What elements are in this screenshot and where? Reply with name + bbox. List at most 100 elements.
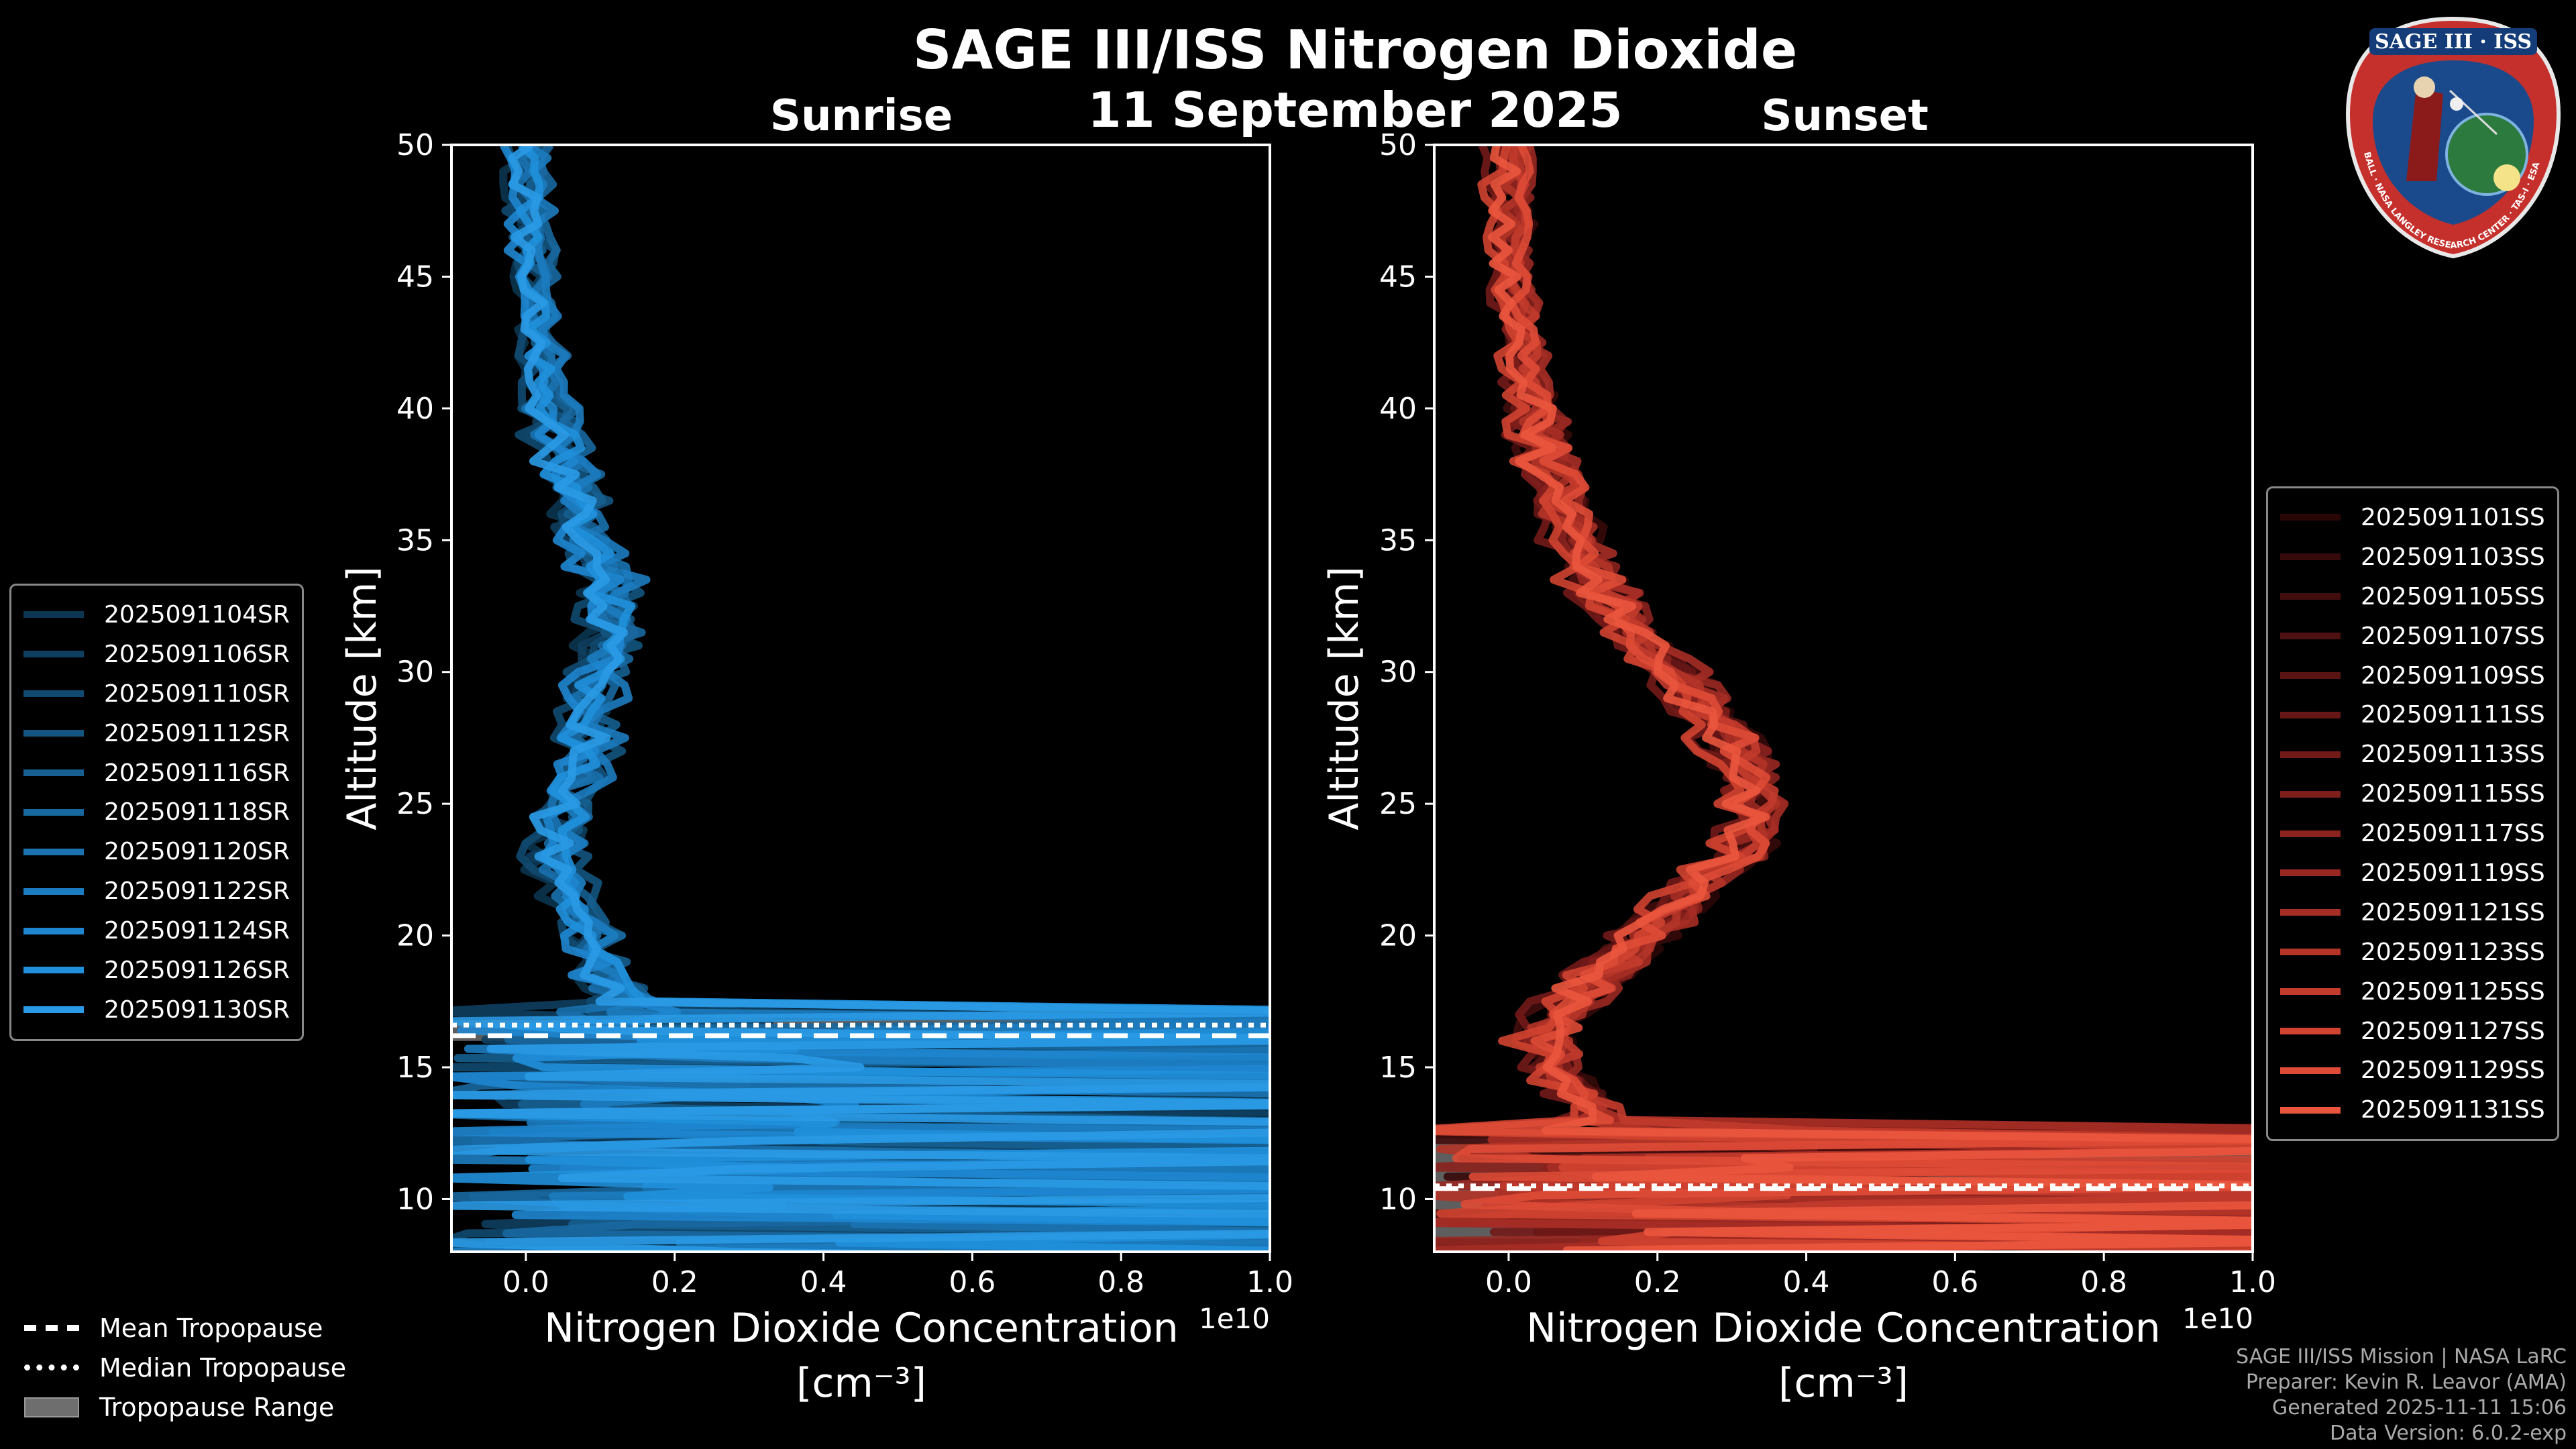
sunrise-y-tick-label: 50 <box>396 128 434 162</box>
sunset-plot: 0.0 0.2 0.4 0.6 0.8 1.0 10 15 20 25 30 35 40 45 50 <box>1379 128 2276 1299</box>
legend-tropopause-range: Tropopause Range <box>24 1387 346 1427</box>
legend-item-2025091112SR: 2025091112SR <box>23 714 290 753</box>
legend-swatch-icon <box>23 1006 84 1014</box>
sunrise-y-tick-label: 20 <box>396 919 434 953</box>
credits: SAGE III/ISS Mission | NASA LaRC Prepare… <box>2236 1344 2567 1446</box>
legend-label: 2025091104SR <box>104 600 290 629</box>
sunset-ylabel: Altitude [km] <box>1321 566 1368 830</box>
legend-item-2025091120SR: 2025091120SR <box>23 832 290 871</box>
legend-swatch-icon <box>23 967 84 974</box>
legend-swatch-icon <box>23 690 84 698</box>
logo-text: SAGE III · ISS <box>2375 30 2532 54</box>
sunset-y-tick-label: 45 <box>1379 260 1417 294</box>
sunrise-panel-title: Sunrise <box>769 91 953 141</box>
legend-swatch-icon <box>2280 633 2341 640</box>
legend-item-2025091104SR: 2025091104SR <box>23 595 290 635</box>
sunrise-y-tick-label: 40 <box>396 392 434 426</box>
sunset-y-tick-label: 15 <box>1379 1051 1417 1085</box>
sunrise-x-tick-label: 0.8 <box>1097 1265 1144 1299</box>
sunrise-y-tick-label: 35 <box>396 523 434 557</box>
sunrise-x-tick-label: 0.2 <box>651 1265 698 1299</box>
sunset-xlabel: Nitrogen Dioxide Concentration <box>1526 1305 2161 1352</box>
sunrise-legend: 2025091104SR 2025091106SR 2025091110SR 2025… <box>9 584 304 1041</box>
legend-label: 2025091129SS <box>2361 1057 2545 1085</box>
sunset-panel-title: Sunset <box>1761 91 1929 141</box>
sunset-y-tick-label: 40 <box>1379 392 1417 426</box>
legend-label: 2025091117SS <box>2361 820 2545 848</box>
legend-item-2025091105SS: 2025091105SS <box>2280 577 2545 616</box>
sunset-y-tick-label: 50 <box>1379 128 1417 162</box>
legend-label: 2025091106SR <box>104 640 290 668</box>
sunset-x-tick-label: 0.0 <box>1485 1265 1532 1299</box>
credit-version: Data Version: 6.0.2-exp <box>2329 1421 2567 1445</box>
sunset-y-tick-label: 20 <box>1379 919 1417 953</box>
series-line-2025091113SS <box>1478 145 2253 1252</box>
legend-item-2025091131SS: 2025091131SS <box>2280 1090 2545 1130</box>
legend-swatch-icon <box>2280 553 2341 561</box>
legend-item-2025091116SR: 2025091116SR <box>23 753 290 793</box>
legend-swatch-icon <box>2280 1106 2341 1114</box>
sunrise-y-tick-label: 15 <box>396 1051 434 1085</box>
sage-mission-logo: SAGE III · ISS BALL · NASA LANGLEY RESEA… <box>2345 16 2561 259</box>
legend-label: 2025091101SS <box>2361 503 2545 531</box>
legend-label: 2025091103SS <box>2361 543 2545 571</box>
legend-item-2025091123SS: 2025091123SS <box>2280 932 2545 972</box>
sunrise-y-tick-label: 30 <box>396 655 434 690</box>
legend-item-2025091130SR: 2025091130SR <box>23 990 290 1030</box>
legend-swatch-icon <box>23 848 84 855</box>
sunrise-x-offset: 1e10 <box>1199 1302 1270 1335</box>
legend-label: 2025091125SS <box>2361 977 2545 1006</box>
legend-label: 2025091113SS <box>2361 741 2545 769</box>
legend-swatch-icon <box>2280 1028 2341 1035</box>
legend-swatch-icon <box>23 611 84 619</box>
sunset-x-tick-label: 0.4 <box>1783 1265 1830 1299</box>
legend-swatch-icon <box>2280 751 2341 758</box>
sunrise-y-tick-label: 25 <box>396 787 434 821</box>
legend-label: 2025091118SR <box>104 798 290 826</box>
legend-swatch-icon <box>2280 988 2341 996</box>
sunrise-x-tick-label: 0.0 <box>502 1265 549 1299</box>
legend-item-2025091127SS: 2025091127SS <box>2280 1012 2545 1051</box>
legend-label: 2025091112SR <box>104 719 290 747</box>
legend-label: 2025091120SR <box>104 838 290 866</box>
legend-swatch-icon <box>2280 949 2341 956</box>
credit-generated: Generated 2025-11-11 15:06 <box>2271 1396 2567 1419</box>
sunset-y-tick-label: 25 <box>1379 787 1417 821</box>
sunset-x-tick-label: 1.0 <box>2229 1265 2276 1299</box>
credit-preparer: Preparer: Kevin R. Leavor (AMA) <box>2245 1371 2567 1394</box>
dotted-line-icon <box>24 1364 79 1371</box>
legend-swatch-icon <box>2280 711 2341 718</box>
legend-label: 2025091119SS <box>2361 859 2545 887</box>
legend-swatch-icon <box>2280 514 2341 521</box>
sunrise-axes-frame <box>450 144 1271 1253</box>
legend-swatch-icon <box>2280 869 2341 877</box>
legend-label: 2025091115SS <box>2361 780 2545 808</box>
legend-swatch-icon <box>2280 909 2341 916</box>
range-patch-icon <box>24 1397 79 1417</box>
legend-item-2025091106SR: 2025091106SR <box>23 635 290 674</box>
sunrise-plot: 0.0 0.2 0.4 0.6 0.8 1.0 10 15 20 25 30 35 40 45 50 <box>396 128 1293 1299</box>
legend-item-2025091110SR: 2025091110SR <box>23 674 290 714</box>
legend-swatch-icon <box>2280 672 2341 679</box>
chart-date: 11 September 2025 <box>1087 82 1623 138</box>
legend-label: 2025091127SS <box>2361 1017 2545 1045</box>
legend-swatch-icon <box>23 769 84 776</box>
sunrise-xunit: [cm⁻³] <box>796 1360 926 1407</box>
sunset-y-tick-label: 35 <box>1379 523 1417 557</box>
legend-label: 2025091116SR <box>104 759 290 787</box>
legend-swatch-icon <box>23 808 84 816</box>
dashed-line-icon <box>24 1325 79 1331</box>
sunrise-y-tick-label: 45 <box>396 260 434 294</box>
sunset-x-offset: 1e10 <box>2182 1302 2253 1335</box>
credit-mission: SAGE III/ISS Mission | NASA LaRC <box>2236 1345 2567 1368</box>
sunset-y-tick-label: 10 <box>1379 1182 1417 1216</box>
legend-swatch-icon <box>23 927 84 934</box>
legend-item-2025091117SS: 2025091117SS <box>2280 814 2545 853</box>
legend-label: 2025091131SS <box>2361 1096 2545 1124</box>
legend-swatch-icon <box>23 651 84 658</box>
legend-item-2025091126SR: 2025091126SR <box>23 951 290 990</box>
legend-item-2025091101SS: 2025091101SS <box>2280 498 2545 537</box>
sunset-xunit: [cm⁻³] <box>1778 1360 1909 1407</box>
legend-swatch-icon <box>2280 790 2341 798</box>
